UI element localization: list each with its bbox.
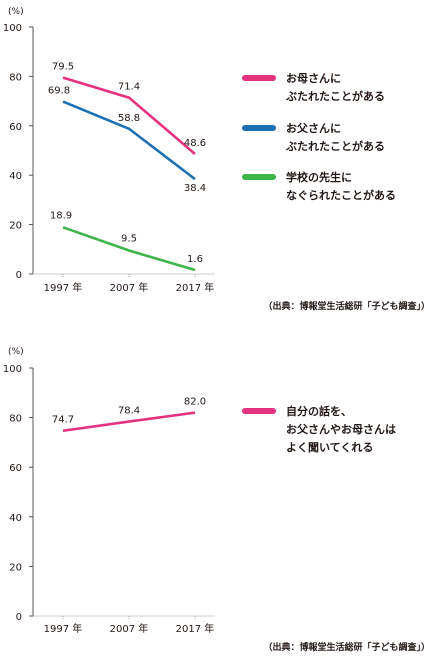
legend-label: ぶたれたことがある	[285, 89, 385, 103]
legend-label: ぶたれたことがある	[285, 139, 385, 153]
x-tick-label: 2017 年	[176, 622, 215, 635]
x-tick-label: 2007 年	[110, 281, 149, 294]
legend-label: お母さんに	[286, 72, 341, 85]
legend-label: お父さんに	[286, 122, 341, 135]
y-axis-unit: (%)	[8, 347, 24, 357]
y-tick-label: 40	[9, 513, 22, 524]
x-tick-label: 1997 年	[44, 622, 83, 635]
data-label: 58.8	[118, 113, 140, 124]
y-axis-unit: (%)	[8, 7, 24, 17]
y-tick-label: 20	[9, 562, 22, 573]
x-tick-label: 2017 年	[176, 281, 215, 294]
series-line	[62, 100, 196, 181]
data-label: 69.8	[48, 86, 70, 97]
y-tick-label: 80	[9, 414, 22, 425]
data-label: 82.0	[184, 397, 206, 408]
data-label: 9.5	[121, 234, 137, 245]
y-tick-label: 20	[9, 221, 22, 232]
legend-label: なぐられたことがある	[286, 188, 396, 202]
series-line	[62, 226, 196, 272]
data-label: 78.4	[118, 406, 140, 417]
legend-label: お父さんやお母さんは	[286, 423, 396, 436]
y-tick-label: 100	[3, 364, 22, 375]
y-tick-label: 40	[9, 171, 22, 182]
data-label: 18.9	[50, 210, 72, 221]
y-tick-label: 0	[16, 270, 22, 281]
y-tick-label: 100	[3, 23, 22, 34]
data-label: 74.7	[52, 415, 74, 426]
source-note: （出典：博報堂生活総研「子ども調査」）	[263, 300, 430, 312]
series-line	[62, 411, 196, 433]
legend-label: 学校の先生に	[286, 170, 352, 184]
legend-label: 自分の話を、	[286, 404, 352, 418]
data-label: 79.5	[52, 62, 74, 73]
y-tick-label: 60	[9, 122, 22, 133]
x-tick-label: 1997 年	[44, 281, 83, 294]
data-label: 48.6	[184, 138, 206, 149]
y-tick-label: 60	[9, 463, 22, 474]
y-tick-label: 80	[9, 72, 22, 83]
series-line	[62, 76, 196, 155]
legend-label: よく聞いてくれる	[286, 441, 373, 454]
data-label: 1.6	[187, 254, 203, 265]
data-label: 38.4	[184, 183, 206, 194]
x-tick-label: 2007 年	[110, 622, 149, 635]
source-note: （出典：博報堂生活総研「子ども調査」）	[263, 641, 430, 653]
y-tick-label: 0	[16, 612, 22, 623]
data-label: 71.4	[118, 82, 140, 93]
